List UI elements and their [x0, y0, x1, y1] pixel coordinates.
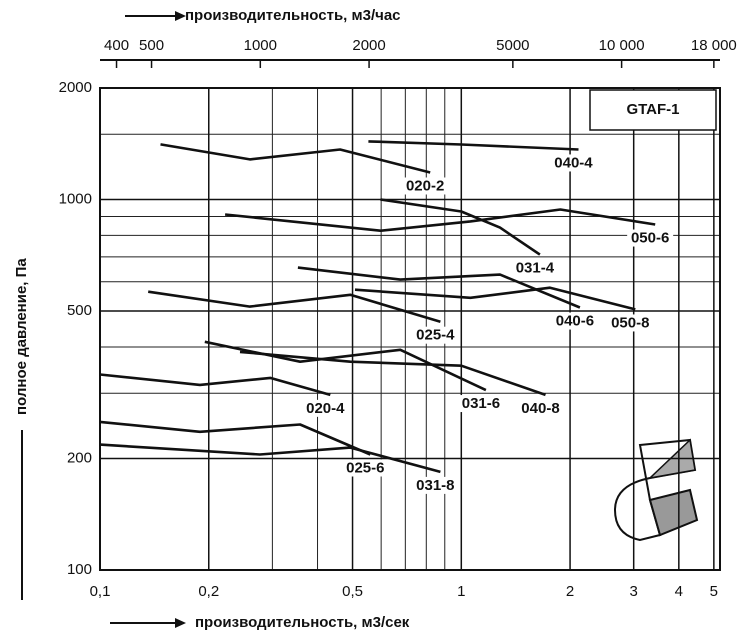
curve-label: 020-4 — [306, 400, 345, 417]
chart: производительность, м3/час производитель… — [0, 0, 751, 641]
curve-label: 050-6 — [631, 230, 669, 247]
top-tick-label: 2000 — [352, 37, 385, 54]
y-tick-label: 1000 — [59, 190, 92, 207]
top-axis-label: производительность, м3/час — [185, 7, 401, 24]
x-tick-label: 3 — [630, 583, 638, 600]
y-tick-label: 100 — [67, 561, 92, 578]
x-tick-label: 1 — [457, 583, 465, 600]
curve-label: 020-2 — [406, 177, 444, 194]
y-tick-label: 500 — [67, 302, 92, 319]
curve-label: 031-6 — [462, 395, 500, 412]
x-tick-label: 5 — [710, 583, 718, 600]
x-tick-label: 4 — [675, 583, 683, 600]
x-tick-label: 2 — [566, 583, 574, 600]
top-tick-label: 1000 — [244, 37, 277, 54]
chart-title: GTAF-1 — [626, 101, 679, 118]
curve-label: 025-4 — [416, 327, 455, 344]
y-tick-label: 2000 — [59, 79, 92, 96]
x-tick-label: 0,2 — [198, 583, 219, 600]
top-tick-label: 18 000 — [691, 37, 737, 54]
x-tick-label: 0,5 — [342, 583, 363, 600]
x-axis-label: производительность, м3/сек — [195, 614, 410, 631]
top-tick-label: 400 — [104, 37, 129, 54]
top-tick-label: 500 — [139, 37, 164, 54]
curve-label: 050-8 — [611, 314, 649, 331]
curve-label: 040-6 — [556, 313, 594, 330]
curve-label: 040-4 — [554, 154, 593, 171]
top-tick-label: 5000 — [496, 37, 529, 54]
y-axis-label: полное давление, Па — [13, 258, 30, 415]
curve-label: 040-8 — [521, 400, 559, 417]
curve-label: 031-4 — [516, 260, 555, 277]
curve-label: 031-8 — [416, 477, 454, 494]
curve-label: 025-6 — [346, 459, 384, 476]
x-tick-label: 0,1 — [90, 583, 111, 600]
y-tick-label: 200 — [67, 449, 92, 466]
top-tick-label: 10 000 — [599, 37, 645, 54]
